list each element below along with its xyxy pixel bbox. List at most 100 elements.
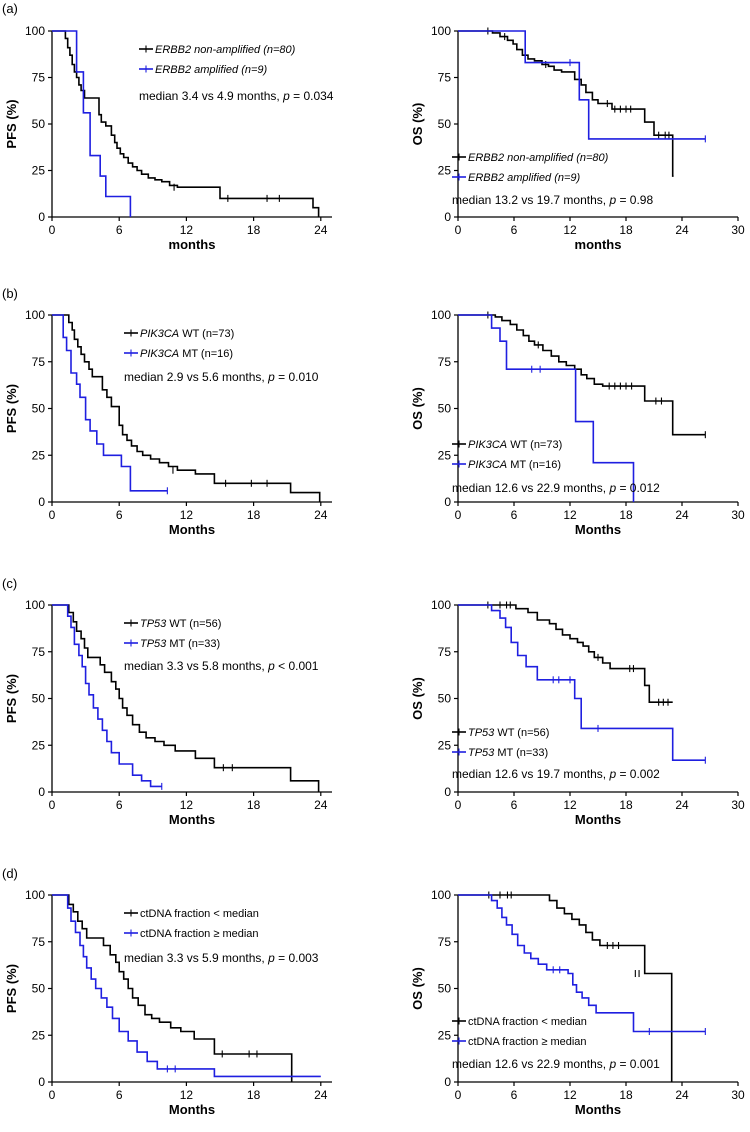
y-tick-label: 75 [438, 355, 452, 369]
x-tick-label: 18 [619, 508, 633, 522]
y-tick-label: 50 [32, 117, 46, 131]
km-curve-2 [52, 604, 162, 788]
y-tick-label: 0 [444, 495, 451, 509]
legend-label-2: ctDNA fraction ≥ median [140, 928, 259, 940]
stat-annotation: median 13.2 vs 19.7 months, p = 0.98 [452, 193, 653, 207]
km-curve-2 [458, 604, 706, 761]
km-curve-1 [458, 30, 674, 177]
y-tick-label: 0 [444, 210, 451, 224]
stat-annotation: median 12.6 vs 22.9 months, p = 0.012 [452, 481, 660, 495]
stat-annotation: median 12.6 vs 19.7 months, p = 0.002 [452, 767, 660, 781]
y-tick-label: 0 [38, 210, 45, 224]
x-tick-label: 12 [563, 798, 577, 812]
legend-label-1: ERBB2 non-amplified (n=80) [155, 44, 296, 56]
x-tick-label: 18 [619, 1088, 633, 1102]
x-tick-label: 12 [180, 1088, 194, 1102]
y-axis-label: PFS (%) [4, 384, 19, 433]
y-tick-label: 25 [32, 1028, 46, 1042]
y-tick-label: 0 [38, 1075, 45, 1089]
legend-label-2: PIK3CA MT (n=16) [140, 348, 233, 360]
x-axis-label: months [169, 237, 216, 252]
stat-annotation: median 3.3 vs 5.9 months, p = 0.003 [124, 951, 319, 965]
y-tick-label: 25 [32, 448, 46, 462]
x-tick-label: 24 [314, 508, 328, 522]
y-tick-label: 50 [32, 692, 46, 706]
y-tick-label: 75 [438, 71, 452, 85]
x-tick-label: 18 [247, 798, 261, 812]
x-tick-label: 18 [619, 798, 633, 812]
x-tick-label: 24 [314, 1088, 328, 1102]
x-axis-label: months [575, 237, 622, 252]
y-tick-label: 0 [38, 495, 45, 509]
x-tick-label: 12 [180, 508, 194, 522]
km-panel-2: 0 25 50 75 100 0 6 12 18 24 30 months OS (%) ERBB2 no… [410, 24, 745, 252]
y-tick-label: 100 [25, 24, 45, 38]
y-tick-label: 25 [438, 738, 452, 752]
km-panel-1: (a) 0 25 50 75 100 0 6 12 18 24 months PFS (%) ERBB2 … [2, 1, 334, 252]
y-tick-label: 75 [32, 71, 46, 85]
x-tick-label: 0 [455, 798, 462, 812]
x-axis-label: Months [169, 1102, 215, 1117]
y-tick-label: 100 [25, 888, 45, 902]
km-curve-2 [52, 894, 321, 1078]
legend-label-2: TP53 MT (n=33) [140, 638, 220, 650]
x-tick-label: 6 [116, 223, 123, 237]
y-axis-label: PFS (%) [4, 964, 19, 1013]
y-tick-label: 100 [25, 308, 45, 322]
km-curve-2 [52, 30, 132, 217]
y-tick-label: 50 [438, 117, 452, 131]
legend-label-1: PIK3CA WT (n=73) [140, 328, 234, 340]
y-tick-label: 0 [444, 1075, 451, 1089]
y-tick-label: 50 [438, 982, 452, 996]
km-curve-1 [52, 314, 321, 502]
stat-annotation: median 2.9 vs 5.6 months, p = 0.010 [124, 370, 319, 384]
x-tick-label: 30 [731, 798, 745, 812]
x-tick-label: 18 [247, 508, 261, 522]
y-axis-label: PFS (%) [4, 674, 19, 723]
x-tick-label: 24 [675, 798, 689, 812]
x-tick-label: 6 [116, 508, 123, 522]
legend-label-2: PIK3CA MT (n=16) [468, 459, 561, 471]
y-tick-label: 25 [438, 164, 452, 178]
stat-annotation: median 3.3 vs 5.8 months, p < 0.001 [124, 659, 319, 673]
legend-label-2: ctDNA fraction ≥ median [468, 1036, 587, 1048]
y-tick-label: 75 [32, 935, 46, 949]
x-axis-label: Months [575, 522, 621, 537]
y-tick-label: 75 [438, 645, 452, 659]
legend-label-1: PIK3CA WT (n=73) [468, 439, 562, 451]
panel-label: (a) [2, 1, 18, 16]
legend-label-1: TP53 WT (n=56) [468, 727, 549, 739]
km-curve-1 [52, 604, 320, 792]
y-tick-label: 100 [431, 308, 451, 322]
km-curve-1 [458, 604, 673, 703]
y-tick-label: 25 [438, 1028, 452, 1042]
x-axis-label: Months [575, 812, 621, 827]
y-tick-label: 100 [431, 24, 451, 38]
km-curve-2 [52, 314, 168, 492]
x-tick-label: 0 [49, 1088, 56, 1102]
km-curve-2 [458, 894, 706, 1033]
y-tick-label: 75 [32, 645, 46, 659]
x-tick-label: 24 [675, 1088, 689, 1102]
x-tick-label: 6 [511, 508, 518, 522]
km-curve-2 [458, 314, 635, 502]
y-tick-label: 75 [32, 355, 46, 369]
x-tick-label: 18 [247, 1088, 261, 1102]
y-tick-label: 50 [32, 402, 46, 416]
x-tick-label: 18 [619, 223, 633, 237]
km-panel-7: (d) 0 25 50 75 100 0 6 12 18 24 Months PFS (%) ctDNA … [2, 866, 332, 1117]
x-tick-label: 6 [511, 798, 518, 812]
x-tick-label: 12 [563, 1088, 577, 1102]
x-tick-label: 0 [455, 1088, 462, 1102]
stat-annotation: median 12.6 vs 22.9 months, p = 0.001 [452, 1057, 660, 1071]
legend-label-1: ERBB2 non-amplified (n=80) [468, 152, 609, 164]
y-tick-label: 50 [32, 982, 46, 996]
km-curve-1 [52, 894, 293, 1082]
x-axis-label: Months [575, 1102, 621, 1117]
y-tick-label: 0 [38, 785, 45, 799]
x-tick-label: 12 [563, 508, 577, 522]
x-tick-label: 0 [49, 508, 56, 522]
x-axis-label: Months [169, 522, 215, 537]
legend-label-2: ERBB2 amplified (n=9) [155, 64, 268, 76]
x-tick-label: 0 [455, 223, 462, 237]
